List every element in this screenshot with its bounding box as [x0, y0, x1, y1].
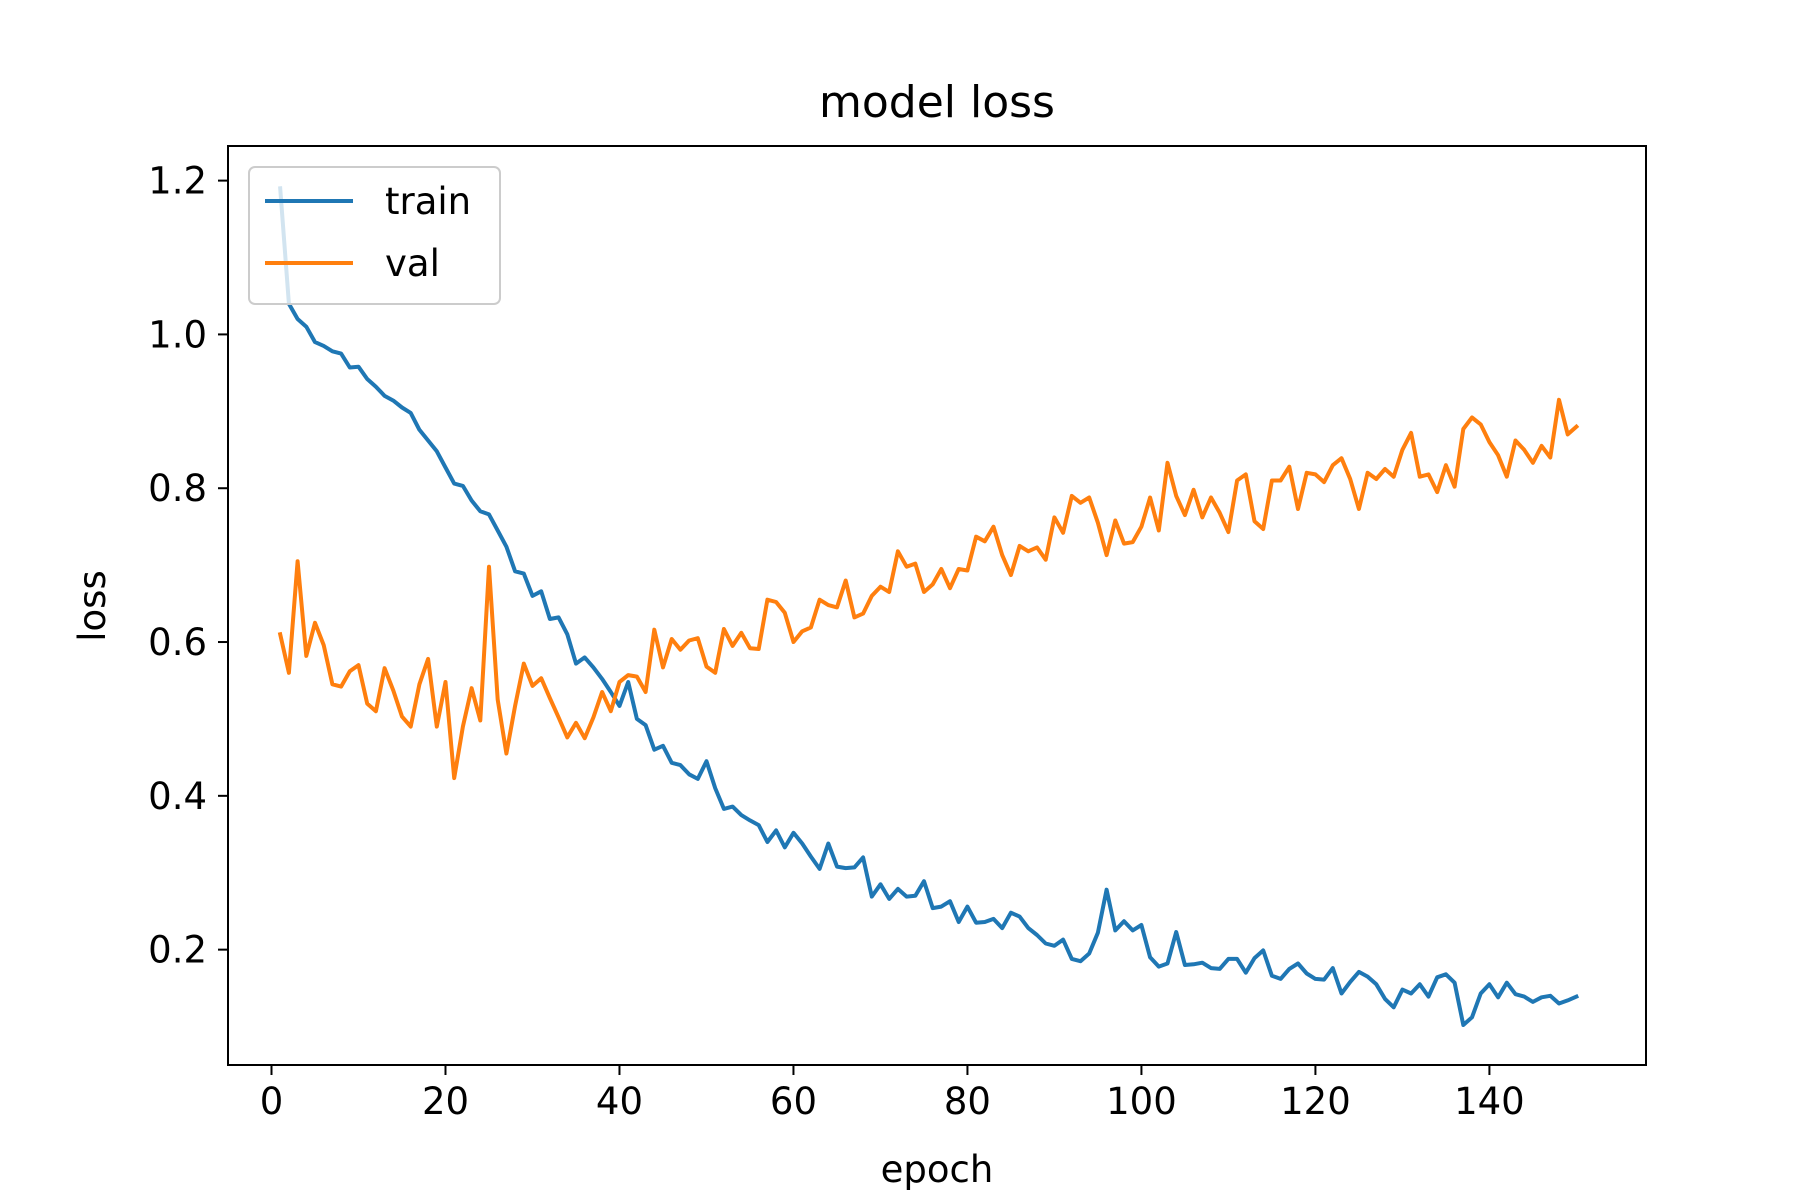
y-tick-label: 0.4	[148, 775, 207, 818]
y-tick-label: 1.2	[148, 160, 207, 203]
series-line-val	[277, 397, 1580, 781]
y-axis-ticks: 0.2 0.4 0.6 0.8 1.0 1.2	[148, 160, 228, 972]
legend-label-val: val	[385, 242, 440, 285]
plot-frame	[227, 145, 1647, 1066]
y-axis-label: loss	[71, 570, 114, 641]
x-tick-label: 140	[1454, 1080, 1525, 1123]
x-axis-ticks: 0 20 40 60 80 100 120 140	[260, 1065, 1525, 1123]
chart-title: model loss	[819, 77, 1055, 128]
series-line-train	[278, 186, 1580, 1027]
y-tick-label: 0.8	[148, 467, 207, 510]
x-tick-label: 80	[944, 1080, 991, 1123]
x-tick-label: 100	[1106, 1080, 1177, 1123]
x-tick-label: 60	[770, 1080, 817, 1123]
x-tick-label: 0	[260, 1080, 284, 1123]
y-tick-label: 1.0	[148, 313, 207, 356]
x-tick-label: 40	[596, 1080, 643, 1123]
y-tick-label: 0.2	[148, 929, 207, 972]
series-layer	[277, 186, 1580, 1027]
legend-label-train: train	[385, 180, 471, 223]
y-tick-label: 0.6	[148, 621, 207, 664]
x-tick-label: 120	[1280, 1080, 1351, 1123]
legend: train val	[248, 166, 501, 305]
x-tick-label: 20	[422, 1080, 469, 1123]
x-axis-label: epoch	[881, 1148, 994, 1191]
